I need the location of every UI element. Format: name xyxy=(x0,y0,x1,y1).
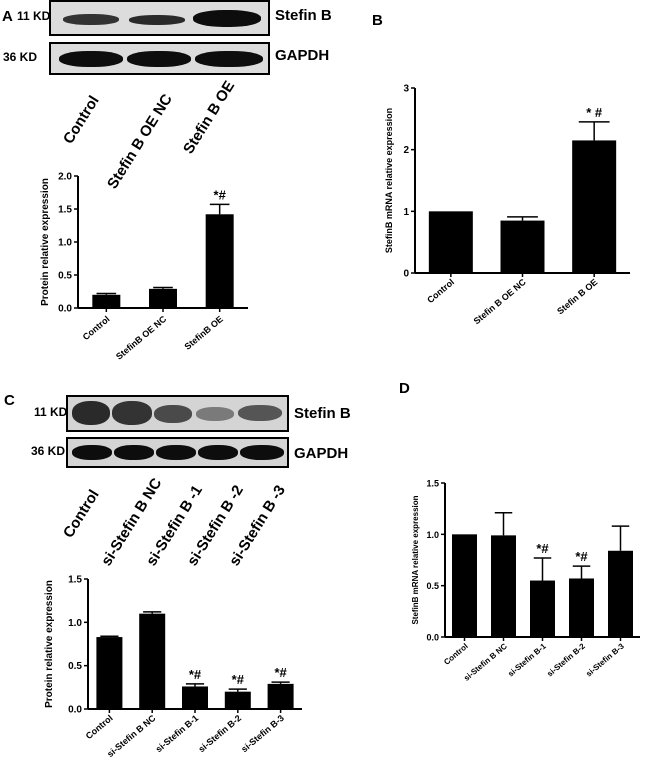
kd-marker-11: 11 KD xyxy=(17,9,51,23)
x-tick-label: si-Stefin B NC xyxy=(462,641,509,682)
y-tick-label: 1.0 xyxy=(68,618,82,629)
protein-label-gapdh: GAPDH xyxy=(275,47,330,64)
y-tick-label: 1.0 xyxy=(426,530,439,540)
band xyxy=(59,51,123,67)
panel-label-c: C xyxy=(4,392,15,409)
bar xyxy=(149,288,177,308)
y-tick-label: 0.5 xyxy=(68,661,82,672)
band xyxy=(196,407,234,421)
y-tick-label: 1.0 xyxy=(58,238,72,249)
panel-label-a: A xyxy=(2,8,13,25)
kd-marker-36: 36 KD xyxy=(3,50,38,64)
protein-label-stefin-b: Stefin B xyxy=(275,7,332,24)
significance-marker: *# xyxy=(536,541,549,556)
bar xyxy=(569,578,594,637)
band xyxy=(129,15,185,25)
y-tick-label: 2.0 xyxy=(58,172,72,183)
y-tick-label: 1.5 xyxy=(68,575,82,586)
band xyxy=(240,445,284,460)
y-axis-label: Protein relative expression xyxy=(40,178,51,306)
band xyxy=(63,14,119,25)
bar xyxy=(530,580,555,637)
significance-marker: * # xyxy=(586,105,603,120)
y-tick-label: 1.5 xyxy=(426,479,439,489)
gapdh-blot-strip xyxy=(66,437,289,468)
bar xyxy=(500,220,545,273)
band xyxy=(193,10,261,27)
bar xyxy=(139,613,166,709)
bar xyxy=(452,534,477,637)
gapdh-blot-strip xyxy=(49,42,270,75)
y-tick-label: 3 xyxy=(403,84,409,95)
y-axis-label: StefinB mRNA relative expression xyxy=(411,495,420,624)
kd-marker-36: 36 KD xyxy=(31,444,66,458)
band xyxy=(127,51,191,67)
x-tick-label: Control xyxy=(442,642,470,667)
x-tick-label: si-Stefin B-2 xyxy=(545,641,587,678)
y-tick-label: 0 xyxy=(403,269,409,280)
bar xyxy=(267,683,294,709)
y-tick-label: 0.0 xyxy=(426,633,439,643)
band xyxy=(156,445,196,460)
band xyxy=(112,401,152,425)
y-axis-label: Protein relative expression xyxy=(44,580,55,708)
protein-label-gapdh: GAPDH xyxy=(294,445,349,462)
bar xyxy=(92,294,121,308)
stefin-b-blot-strip xyxy=(49,0,270,36)
y-tick-label: 0.0 xyxy=(68,705,82,716)
band xyxy=(72,445,112,460)
significance-marker: *# xyxy=(232,672,245,687)
significance-marker: *# xyxy=(575,549,588,564)
bar xyxy=(182,686,208,709)
y-tick-label: 1 xyxy=(403,207,409,218)
y-tick-label: 0.5 xyxy=(58,271,72,282)
bar xyxy=(608,550,633,637)
bar xyxy=(572,140,617,273)
panel-label-d: D xyxy=(399,380,410,397)
kd-marker-11: 11 KD xyxy=(34,405,68,419)
significance-marker: *# xyxy=(274,665,287,680)
bar xyxy=(96,637,123,709)
band xyxy=(114,445,154,460)
x-tick-label: si-Stefin B-1 xyxy=(506,641,548,678)
y-tick-label: 0.0 xyxy=(58,304,72,315)
significance-marker: *# xyxy=(189,667,202,682)
y-axis-label: StefinB mRNA relative expression xyxy=(384,108,394,253)
band xyxy=(72,401,110,425)
y-tick-label: 0.5 xyxy=(426,581,439,591)
x-tick-label: si-Stefin B-3 xyxy=(584,641,626,678)
significance-marker: *# xyxy=(214,187,227,202)
band xyxy=(195,51,263,67)
y-tick-label: 1.5 xyxy=(58,205,72,216)
bar xyxy=(491,535,516,637)
bar xyxy=(205,214,234,308)
bar xyxy=(428,211,473,273)
y-tick-label: 2 xyxy=(403,145,409,156)
stefin-b-blot-strip xyxy=(66,395,289,432)
panel-label-b: B xyxy=(372,12,383,29)
band xyxy=(154,405,192,423)
bar xyxy=(224,691,251,709)
band xyxy=(198,445,238,460)
protein-label-stefin-b: Stefin B xyxy=(294,405,351,422)
band xyxy=(238,405,282,421)
